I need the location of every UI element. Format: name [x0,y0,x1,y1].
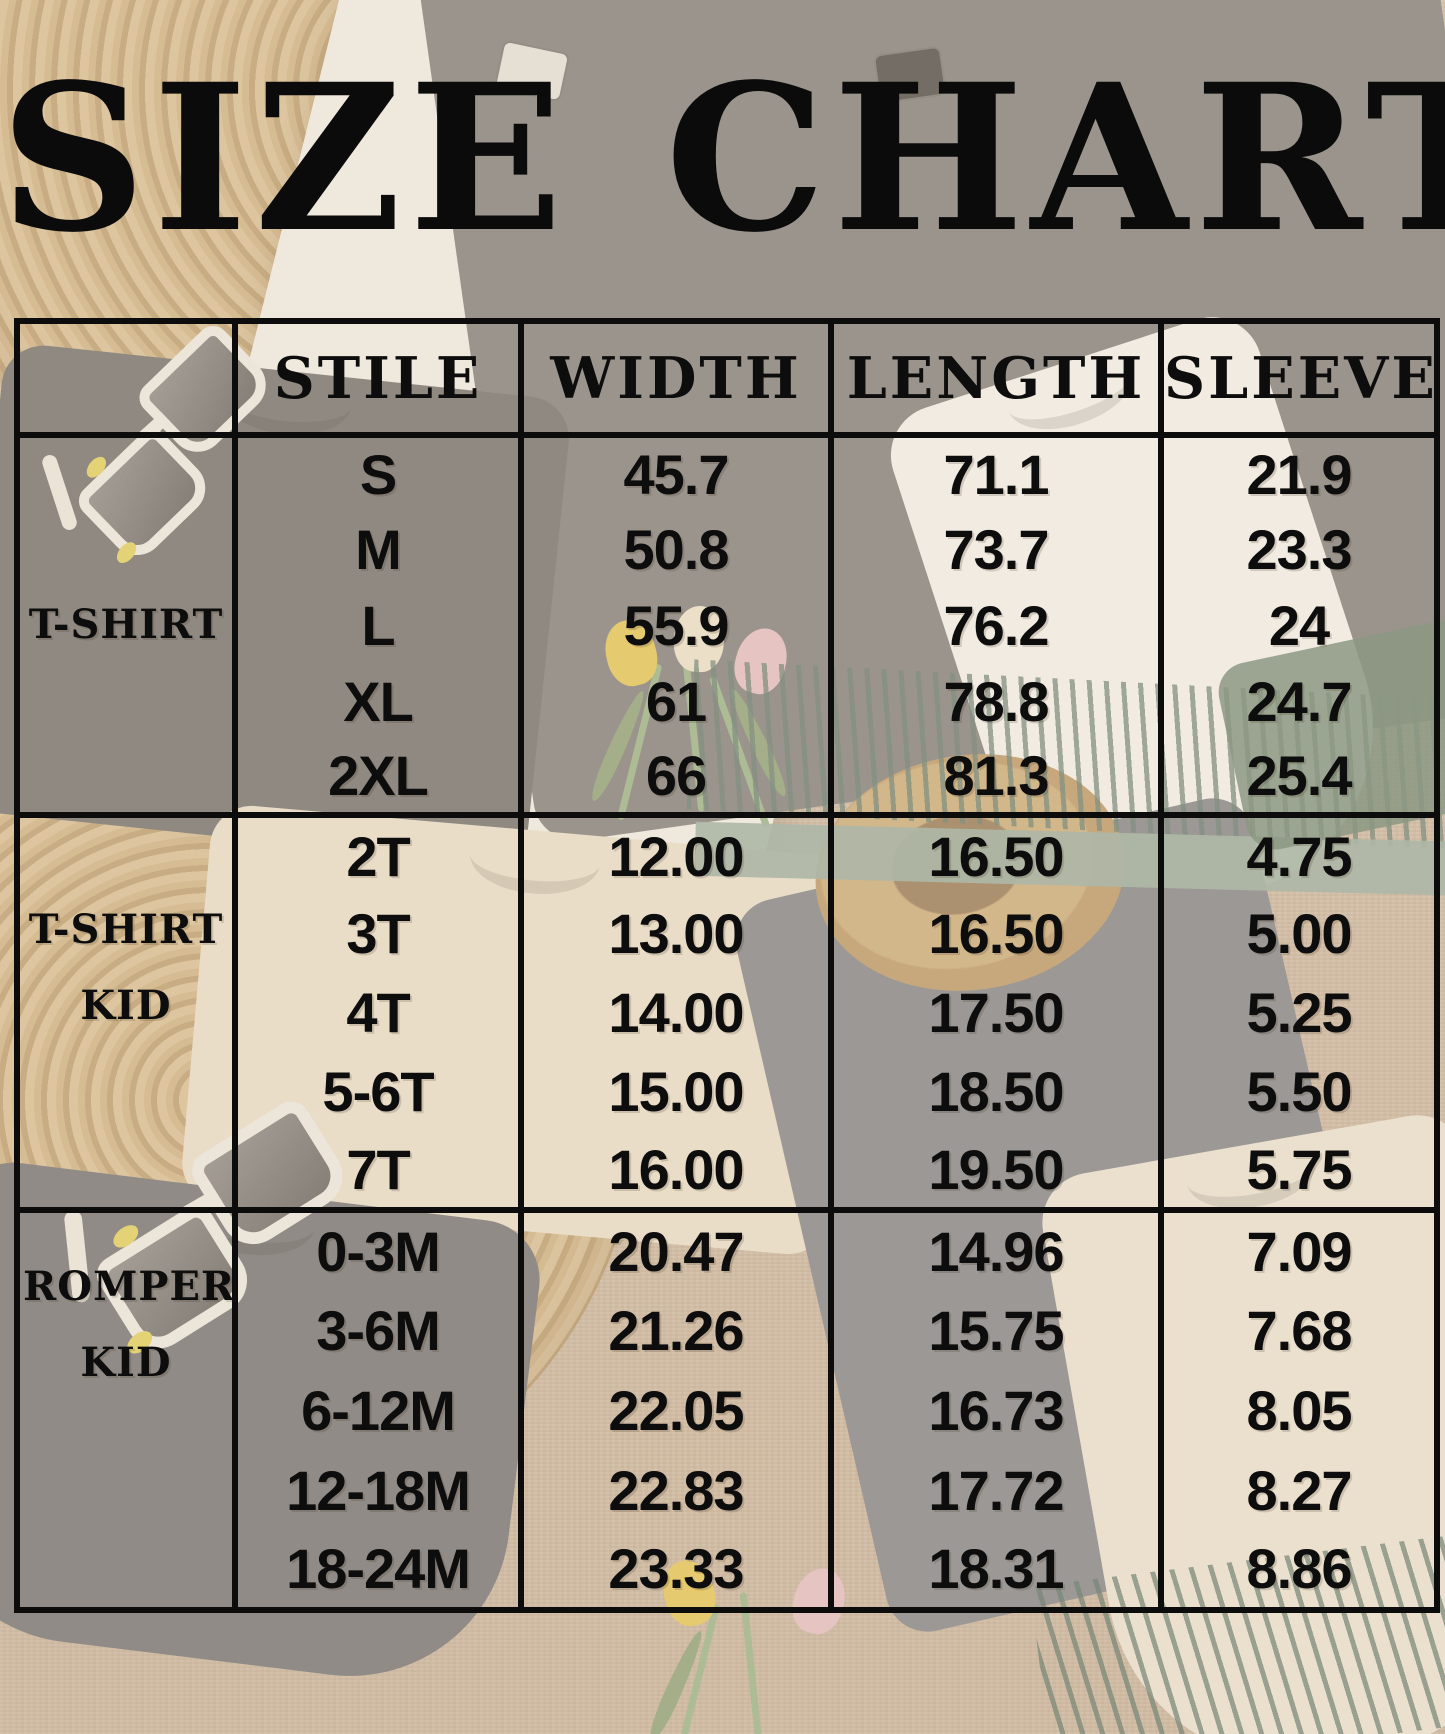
size-row: ROMPER KID 0-3M 20.47 14.96 7.09 [17,1207,1437,1610]
length-cell: 78.8 [828,663,1161,739]
length-cell: 81.3 [828,739,1161,815]
header-row: STILE WIDTH LENGTH SLEEVE [17,321,1437,438]
table-header: STILE WIDTH LENGTH SLEEVE [17,321,1437,438]
size-chart-table: STILE WIDTH LENGTH SLEEVE T-SHIRT S 45.7 71… [14,318,1440,1613]
size-cell: 2T [232,812,521,894]
sleeve-cell: 8.05 [1158,1370,1437,1450]
length-cell: 18.50 [828,1052,1161,1131]
sleeve-cell: 23.3 [1158,511,1437,587]
length-cell: 17.72 [828,1450,1161,1530]
size-cell: 5-6T [232,1052,521,1131]
sleeve-cell: 25.4 [1158,739,1437,815]
size-cell: M [232,511,521,587]
size-row: T-SHIRT KID 2T 12.00 16.50 4.75 [17,812,1437,1210]
sleeve-cell: 5.50 [1158,1052,1437,1131]
row-group-label: T-SHIRT [28,601,224,648]
length-cell: 76.2 [828,587,1161,663]
sleeve-cell: 4.75 [1158,812,1437,894]
size-row: T-SHIRT S 45.7 71.1 21.9 [17,432,1437,815]
length-cell: 15.75 [828,1290,1161,1370]
sleeve-cell: 7.09 [1158,1207,1437,1290]
size-cell: 0-3M [232,1207,521,1290]
row-group-label: ROMPER KID [23,1263,236,1386]
size-cell: 2XL [232,739,521,815]
width-cell: 45.7 [518,432,831,511]
row-group-label-cell: T-SHIRT [17,432,235,815]
length-cell: 14.96 [828,1207,1161,1290]
sleeve-cell: 21.9 [1158,432,1437,511]
size-row: L 55.9 76.2 24 [17,587,1437,663]
width-cell: 22.83 [518,1450,831,1530]
size-row: 18-24M 23.33 18.31 8.86 [17,1530,1437,1610]
size-row: 3T 13.00 16.50 5.00 [17,894,1437,973]
length-cell: 16.50 [828,894,1161,973]
size-row: 6-12M 22.05 16.73 8.05 [17,1370,1437,1450]
row-group-label-cell: T-SHIRT KID [17,812,235,1210]
size-row: 12-18M 22.83 17.72 8.27 [17,1450,1437,1530]
width-cell: 13.00 [518,894,831,973]
size-row: M 50.8 73.7 23.3 [17,511,1437,587]
width-cell: 16.00 [518,1131,831,1210]
sleeve-cell: 7.68 [1158,1290,1437,1370]
header-style: STILE [232,321,521,438]
width-cell: 15.00 [518,1052,831,1131]
width-cell: 20.47 [518,1207,831,1290]
sleeve-cell: 24.7 [1158,663,1437,739]
table-section-tshirt: T-SHIRT S 45.7 71.1 21.9 M 50.8 73.7 23.3 L 55.9 76… [17,432,1437,815]
sleeve-cell: 5.25 [1158,973,1437,1052]
size-cell: 3T [232,894,521,973]
size-cell: 18-24M [232,1530,521,1610]
length-cell: 73.7 [828,511,1161,587]
size-cell: 3-6M [232,1290,521,1370]
width-cell: 22.05 [518,1370,831,1450]
width-cell: 12.00 [518,812,831,894]
size-cell: 4T [232,973,521,1052]
length-cell: 16.50 [828,812,1161,894]
length-cell: 17.50 [828,973,1161,1052]
size-cell: S [232,432,521,511]
sleeve-cell: 8.27 [1158,1450,1437,1530]
length-cell: 16.73 [828,1370,1161,1450]
width-cell: 14.00 [518,973,831,1052]
size-cell: L [232,587,521,663]
size-row: 7T 16.00 19.50 5.75 [17,1131,1437,1210]
size-cell: 12-18M [232,1450,521,1530]
row-group-label: T-SHIRT KID [28,905,224,1029]
corner-cell [17,321,235,438]
width-cell: 23.33 [518,1530,831,1610]
table-section-tshirt-kid: T-SHIRT KID 2T 12.00 16.50 4.75 3T 13.00 16.50 5… [17,812,1437,1210]
length-cell: 19.50 [828,1131,1161,1210]
length-cell: 71.1 [828,432,1161,511]
size-row: 2XL 66 81.3 25.4 [17,739,1437,815]
header-sleeve: SLEEVE [1158,321,1437,438]
width-cell: 55.9 [518,587,831,663]
size-cell: 6-12M [232,1370,521,1450]
size-row: 4T 14.00 17.50 5.25 [17,973,1437,1052]
sleeve-cell: 8.86 [1158,1530,1437,1610]
size-row: 3-6M 21.26 15.75 7.68 [17,1290,1437,1370]
width-cell: 50.8 [518,511,831,587]
size-cell: XL [232,663,521,739]
length-cell: 18.31 [828,1530,1161,1610]
width-cell: 66 [518,739,831,815]
width-cell: 61 [518,663,831,739]
page-title: SIZE CHART [0,39,1445,277]
sleeve-cell: 24 [1158,587,1437,663]
header-width: WIDTH [518,321,831,438]
size-row: 5-6T 15.00 18.50 5.50 [17,1052,1437,1131]
size-cell: 7T [232,1131,521,1210]
sleeve-cell: 5.75 [1158,1131,1437,1210]
row-group-label-cell: ROMPER KID [17,1207,236,1610]
size-row: XL 61 78.8 24.7 [17,663,1437,739]
width-cell: 21.26 [518,1290,831,1370]
sleeve-cell: 5.00 [1158,894,1437,973]
table-section-romper-kid: ROMPER KID 0-3M 20.47 14.96 7.09 3-6M 21.26 15.… [17,1207,1437,1610]
header-length: LENGTH [828,321,1161,438]
